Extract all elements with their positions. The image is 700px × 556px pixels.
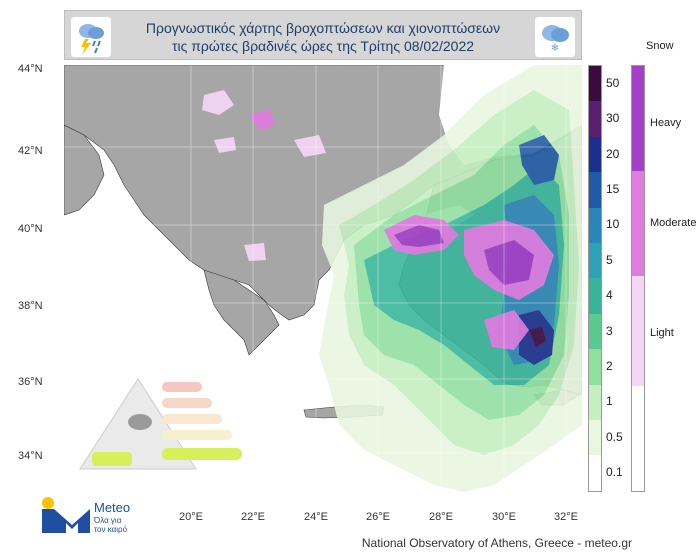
- latitude-label: 38°N: [18, 300, 43, 312]
- rain-colorbar-segment: [589, 101, 601, 137]
- rain-colorbar-tick: 20: [606, 146, 620, 161]
- precip-50mm: [529, 327, 546, 347]
- snow-moderate-east: [484, 310, 529, 350]
- latitude-label: 40°N: [18, 223, 43, 235]
- land-italy: [64, 124, 105, 216]
- snow-colorbar-segment: [632, 276, 644, 386]
- map-canvas: [64, 65, 582, 492]
- snow-light-north2: [294, 135, 326, 157]
- warning-legend-graphic: [79, 378, 242, 470]
- rain-colorbar-tick: 1: [606, 394, 613, 409]
- rain-storm-icon: [71, 17, 111, 57]
- rain-colorbar-segment: [589, 384, 601, 421]
- rain-colorbar-tick: 50: [606, 75, 620, 90]
- snow-colorbar: [631, 65, 645, 492]
- snow-heavy-anatolia: [484, 240, 534, 285]
- map-title: Προγνωστικός χάρτης βροχοπτώσεων και χιο…: [135, 19, 511, 55]
- longitude-label: 20°E: [179, 511, 203, 523]
- longitude-label: 26°E: [366, 511, 390, 523]
- snow-moderate-north1: [249, 110, 276, 130]
- snow-colorbar-segment: [632, 171, 644, 276]
- snow-cloud-icon: ❄: [535, 17, 575, 57]
- source-credit: National Observatory of Athens, Greece -…: [361, 536, 632, 550]
- rain-colorbar-segment: [589, 243, 601, 279]
- rain-colorbar-tick: 0.1: [606, 465, 623, 480]
- longitude-label: 22°E: [241, 511, 265, 523]
- rain-colorbar-tick: 5: [606, 252, 613, 267]
- rain-colorbar-tick: 30: [606, 111, 620, 126]
- snow-light-north1: [202, 90, 234, 115]
- map-title-line2: τις πρώτες βραδινές ώρες της Τρίτης 08/0…: [171, 38, 475, 54]
- rain-colorbar-tick: 0.5: [606, 429, 623, 444]
- rain-colorbar-tick: 2: [606, 359, 613, 374]
- snow-light-north3: [214, 137, 236, 153]
- latitude-label: 36°N: [18, 376, 43, 388]
- longitude-label: 24°E: [304, 511, 328, 523]
- snow-level-label: Moderate: [650, 217, 697, 229]
- rain-colorbar-segment: [589, 136, 601, 173]
- snow-colorbar-segment: [632, 386, 644, 491]
- land-greece-south: [203, 269, 280, 356]
- rain-colorbar-segment: [589, 455, 601, 491]
- logo-tagline: Όλα για τον καιρό: [94, 516, 128, 534]
- snow-heavy-thrace: [394, 225, 444, 247]
- rain-colorbar-segment: [589, 349, 601, 385]
- longitude-label: 30°E: [492, 511, 516, 523]
- precipitation-map: [64, 65, 582, 492]
- latitude-label: 44°N: [18, 63, 43, 75]
- logo-name: Meteo: [94, 500, 131, 515]
- map-title-box: Προγνωστικός χάρτης βροχοπτώσεων και χιο…: [64, 10, 582, 60]
- rain-colorbar-segment: [589, 278, 601, 314]
- rain-colorbar-tick: 15: [606, 181, 620, 196]
- snow-fields: [202, 90, 554, 350]
- rain-colorbar-tick: 3: [606, 323, 613, 338]
- snow-colorbar-segment: [632, 66, 644, 171]
- longitude-label: 32°E: [554, 511, 578, 523]
- snow-level-label: Heavy: [650, 117, 682, 129]
- snow-light-greece: [244, 243, 266, 261]
- rain-colorbar-segment: [589, 66, 601, 102]
- svg-text:❄: ❄: [551, 43, 559, 54]
- rain-colorbar-segment: [589, 207, 601, 244]
- latitude-label: 42°N: [18, 145, 43, 157]
- rain-colorbar-segment: [589, 172, 601, 208]
- snow-legend-title: Snow: [646, 40, 674, 52]
- rain-colorbar-tick: 10: [606, 217, 620, 232]
- rain-colorbar-segment: [589, 313, 601, 350]
- snow-level-label: Light: [650, 327, 674, 339]
- precip-north-band: [519, 135, 559, 185]
- map-title-line1: Προγνωστικός χάρτης βροχοπτώσεων και χιο…: [145, 20, 501, 36]
- latitude-label: 34°N: [18, 450, 43, 462]
- rain-colorbar-segment: [589, 420, 601, 456]
- longitude-label: 28°E: [429, 511, 453, 523]
- rain-colorbar-tick: 4: [606, 288, 613, 303]
- meteo-logo[interactable]: [38, 495, 148, 535]
- rain-colorbar: [588, 65, 602, 492]
